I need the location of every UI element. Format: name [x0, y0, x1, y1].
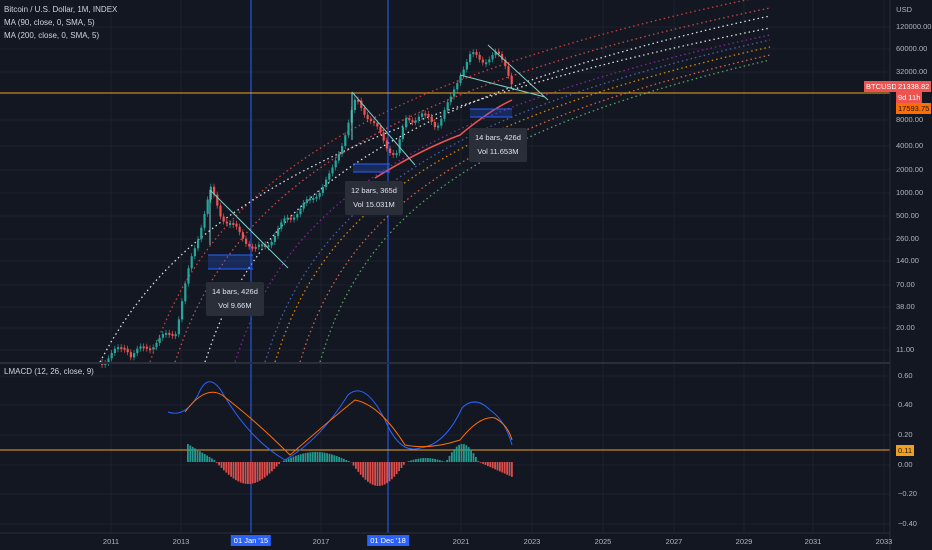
price-tick-label: 260.00	[896, 234, 919, 243]
price-tick-label: 140.00	[896, 256, 919, 265]
ticker-tag: BTCUSD	[864, 81, 899, 92]
time-tick-label: 2021	[452, 537, 470, 546]
range-annotation-2: 12 bars, 365d Vol 15.031M	[345, 181, 403, 215]
ma200-legend[interactable]: MA (200, close, 0, SMA, 5)	[4, 31, 100, 40]
price-tick-label: 2000.00	[896, 165, 924, 174]
price-tick-label: 60000.00	[896, 44, 928, 53]
time-tick-label: 2025	[594, 537, 612, 546]
price-tick-label: 4000.00	[896, 141, 924, 150]
range-vol-1: Vol 9.66M	[218, 301, 252, 310]
pane-frame	[0, 0, 891, 550]
macd-tick-label: 0.40	[898, 400, 913, 409]
macd-tick-label: 0.20	[898, 430, 913, 439]
range-vol-3: Vol 11.653M	[477, 147, 519, 156]
vertical-markers	[0, 0, 890, 533]
macd-lines	[167, 381, 513, 461]
range-vol-2: Vol 15.031M	[353, 200, 395, 209]
ma90-legend[interactable]: MA (90, close, 0, SMA, 5)	[4, 18, 95, 27]
range-annotation-1: 14 bars, 426d Vol 9.66M	[206, 282, 264, 316]
symbol-legend[interactable]: Bitcoin / U.S. Dollar, 1M, INDEX	[4, 5, 118, 14]
range-bars-2: 12 bars, 365d	[351, 186, 397, 195]
time-tick-label: 2017	[312, 537, 330, 546]
price-tick-label: 38.00	[896, 302, 915, 311]
ma-value-tag: 17593.75	[896, 103, 932, 114]
range-annotation-3: 14 bars, 426d Vol 11.653M	[469, 128, 527, 162]
price-axis-unit: USD	[896, 5, 912, 14]
time-tick-label: 2013	[172, 537, 190, 546]
lmacd-legend[interactable]: LMACD (12, 26, close, 9)	[4, 367, 94, 376]
price-tick-label: 70.00	[896, 280, 915, 289]
macd-tick-label: 0.00	[898, 460, 913, 469]
time-tick-label: 2023	[523, 537, 541, 546]
trendline-drawings[interactable]	[208, 44, 549, 270]
price-tick-label: 1000.00	[896, 188, 924, 197]
price-tick-label: 120000.00	[896, 22, 932, 31]
candlesticks	[101, 48, 513, 368]
countdown-tag: 9d 11h	[896, 92, 923, 103]
price-tick-label: 8000.00	[896, 115, 924, 124]
time-marker-badge: 01 Jan '15	[230, 535, 272, 546]
time-tick-label: 2029	[735, 537, 753, 546]
rainbow-bands	[99, 0, 771, 363]
macd-tick-label: −0.20	[898, 489, 917, 498]
macd-histogram	[187, 444, 513, 486]
price-tick-label: 20.00	[896, 323, 915, 332]
time-tick-label: 2031	[804, 537, 822, 546]
time-tick-label: 2033	[875, 537, 893, 546]
price-tick-label: 32000.00	[896, 67, 928, 76]
time-tick-label: 2027	[665, 537, 683, 546]
last-price-tag: 21338.82	[896, 81, 932, 92]
price-tick-label: 500.00	[896, 211, 919, 220]
time-tick-label: 2011	[102, 537, 120, 546]
moving-average-lines	[374, 99, 513, 179]
range-bars-3: 14 bars, 426d	[475, 133, 521, 142]
grid-lines	[0, 0, 890, 532]
macd-value-tag: 0.11	[896, 445, 915, 456]
macd-tick-label: 0.60	[898, 371, 913, 380]
range-bars-1: 14 bars, 426d	[212, 287, 258, 296]
price-tick-label: 11.00	[896, 345, 915, 354]
time-marker-badge: 01 Dec '18	[367, 535, 409, 546]
macd-tick-label: −0.40	[898, 519, 917, 528]
